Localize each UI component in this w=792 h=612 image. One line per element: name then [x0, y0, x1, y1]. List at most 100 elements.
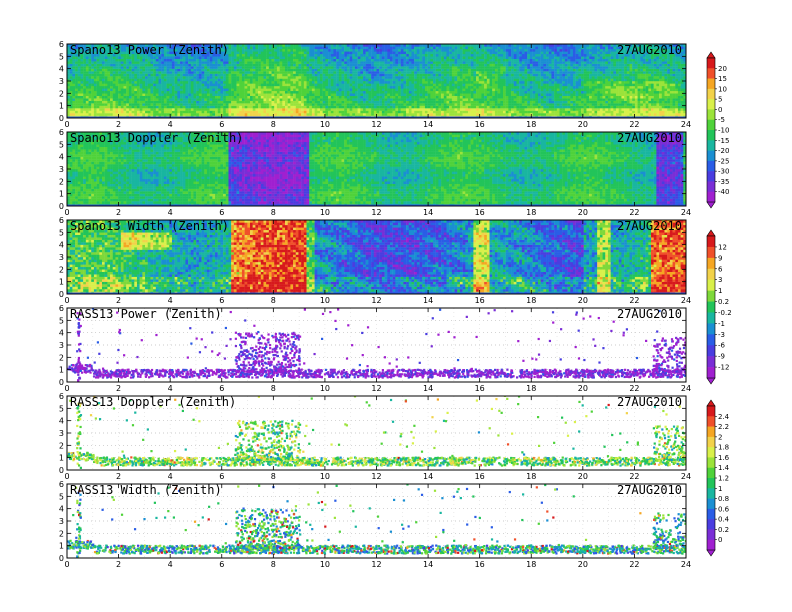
heat-cell — [287, 98, 291, 101]
heat-cell — [414, 100, 418, 104]
heat-cell — [255, 88, 259, 92]
heat-cell — [163, 58, 167, 62]
heat-cell — [333, 108, 337, 111]
heat-cell — [155, 76, 159, 79]
heat-cell — [360, 100, 364, 104]
heat-cell — [260, 108, 264, 111]
heat-cell — [196, 51, 200, 55]
heat-cell — [206, 110, 210, 114]
heat-cell — [233, 53, 237, 57]
heat-cell — [155, 90, 159, 94]
heat-cell — [408, 83, 412, 87]
heat-cell — [408, 103, 412, 106]
heat-cell — [465, 81, 469, 84]
heat-cell — [502, 95, 506, 99]
heat-cell — [247, 105, 251, 109]
heat-cell — [311, 90, 315, 94]
heat-cell — [166, 95, 170, 99]
heat-cell — [215, 108, 218, 111]
heat-cell — [341, 61, 345, 64]
heat-cell — [190, 58, 194, 62]
heat-cell — [344, 44, 348, 47]
heat-cell — [153, 68, 157, 72]
heat-cell — [398, 48, 401, 52]
heat-cell — [473, 46, 477, 50]
heat-cell — [462, 100, 466, 104]
heat-cell — [433, 81, 436, 84]
heat-cell — [225, 73, 229, 77]
heat-cell — [284, 98, 288, 101]
heat-cell — [497, 66, 501, 69]
heat-cell — [384, 108, 388, 111]
heat-cell — [492, 103, 496, 106]
heat-cell — [352, 103, 356, 106]
heat-cell — [357, 108, 361, 111]
heat-cell — [158, 88, 162, 92]
heat-cell — [360, 81, 364, 84]
heat-cell — [67, 44, 70, 47]
heat-cell — [411, 81, 415, 84]
heat-cell — [381, 56, 385, 59]
heat-cell — [513, 113, 517, 116]
heat-cell — [295, 46, 299, 50]
heat-cell — [476, 110, 479, 114]
heat-cell — [75, 113, 78, 116]
heat-cell — [511, 46, 514, 50]
heat-cell — [330, 100, 334, 104]
heat-cell — [457, 85, 461, 89]
heat-cell — [395, 71, 399, 74]
heat-cell — [287, 85, 291, 89]
heat-cell — [462, 93, 466, 96]
heat-cell — [363, 105, 366, 109]
heat-cell — [131, 78, 135, 82]
heat-cell — [101, 51, 105, 55]
heat-cell — [319, 68, 323, 72]
heat-cell — [387, 98, 391, 101]
heat-cell — [400, 88, 404, 92]
heat-cell — [180, 44, 183, 47]
heat-cell — [478, 73, 482, 77]
heat-cell — [365, 68, 369, 72]
heat-cell — [478, 93, 482, 96]
heat-cell — [435, 56, 439, 59]
heat-cell — [497, 110, 501, 114]
heat-cell — [88, 61, 92, 64]
heat-cell — [408, 98, 412, 101]
heat-cell — [91, 73, 95, 77]
heat-cell — [430, 85, 434, 89]
heat-cell — [101, 113, 105, 116]
heat-cell — [161, 110, 165, 114]
heat-cell — [99, 63, 103, 67]
heat-cell — [513, 105, 517, 109]
heat-cell — [379, 78, 383, 82]
heat-cell — [274, 90, 278, 94]
heat-cell — [333, 53, 337, 57]
heat-cell — [150, 48, 154, 52]
heat-cell — [411, 44, 415, 47]
heat-cell — [427, 98, 431, 101]
heat-cell — [118, 105, 122, 109]
heat-cell — [363, 108, 366, 111]
heat-cell — [250, 63, 253, 67]
heat-cell — [424, 85, 428, 89]
heat-cell — [115, 88, 119, 92]
heat-cell — [153, 58, 157, 62]
heat-cell — [365, 88, 369, 92]
heat-cell — [424, 63, 428, 67]
heat-cell — [126, 85, 130, 89]
heat-cell — [147, 51, 151, 55]
heat-cell — [406, 105, 409, 109]
heat-cell — [274, 68, 278, 72]
heat-cell — [408, 105, 412, 109]
heat-cell — [443, 56, 447, 59]
heat-cell — [379, 58, 383, 62]
heat-cell — [427, 66, 431, 69]
heat-cell — [153, 105, 157, 109]
heat-cell — [153, 85, 157, 89]
heat-cell — [266, 95, 270, 99]
heat-cell — [131, 98, 135, 101]
heat-cell — [268, 110, 272, 114]
heat-cell — [255, 81, 259, 84]
heat-cell — [451, 100, 455, 104]
heat-cell — [470, 93, 474, 96]
